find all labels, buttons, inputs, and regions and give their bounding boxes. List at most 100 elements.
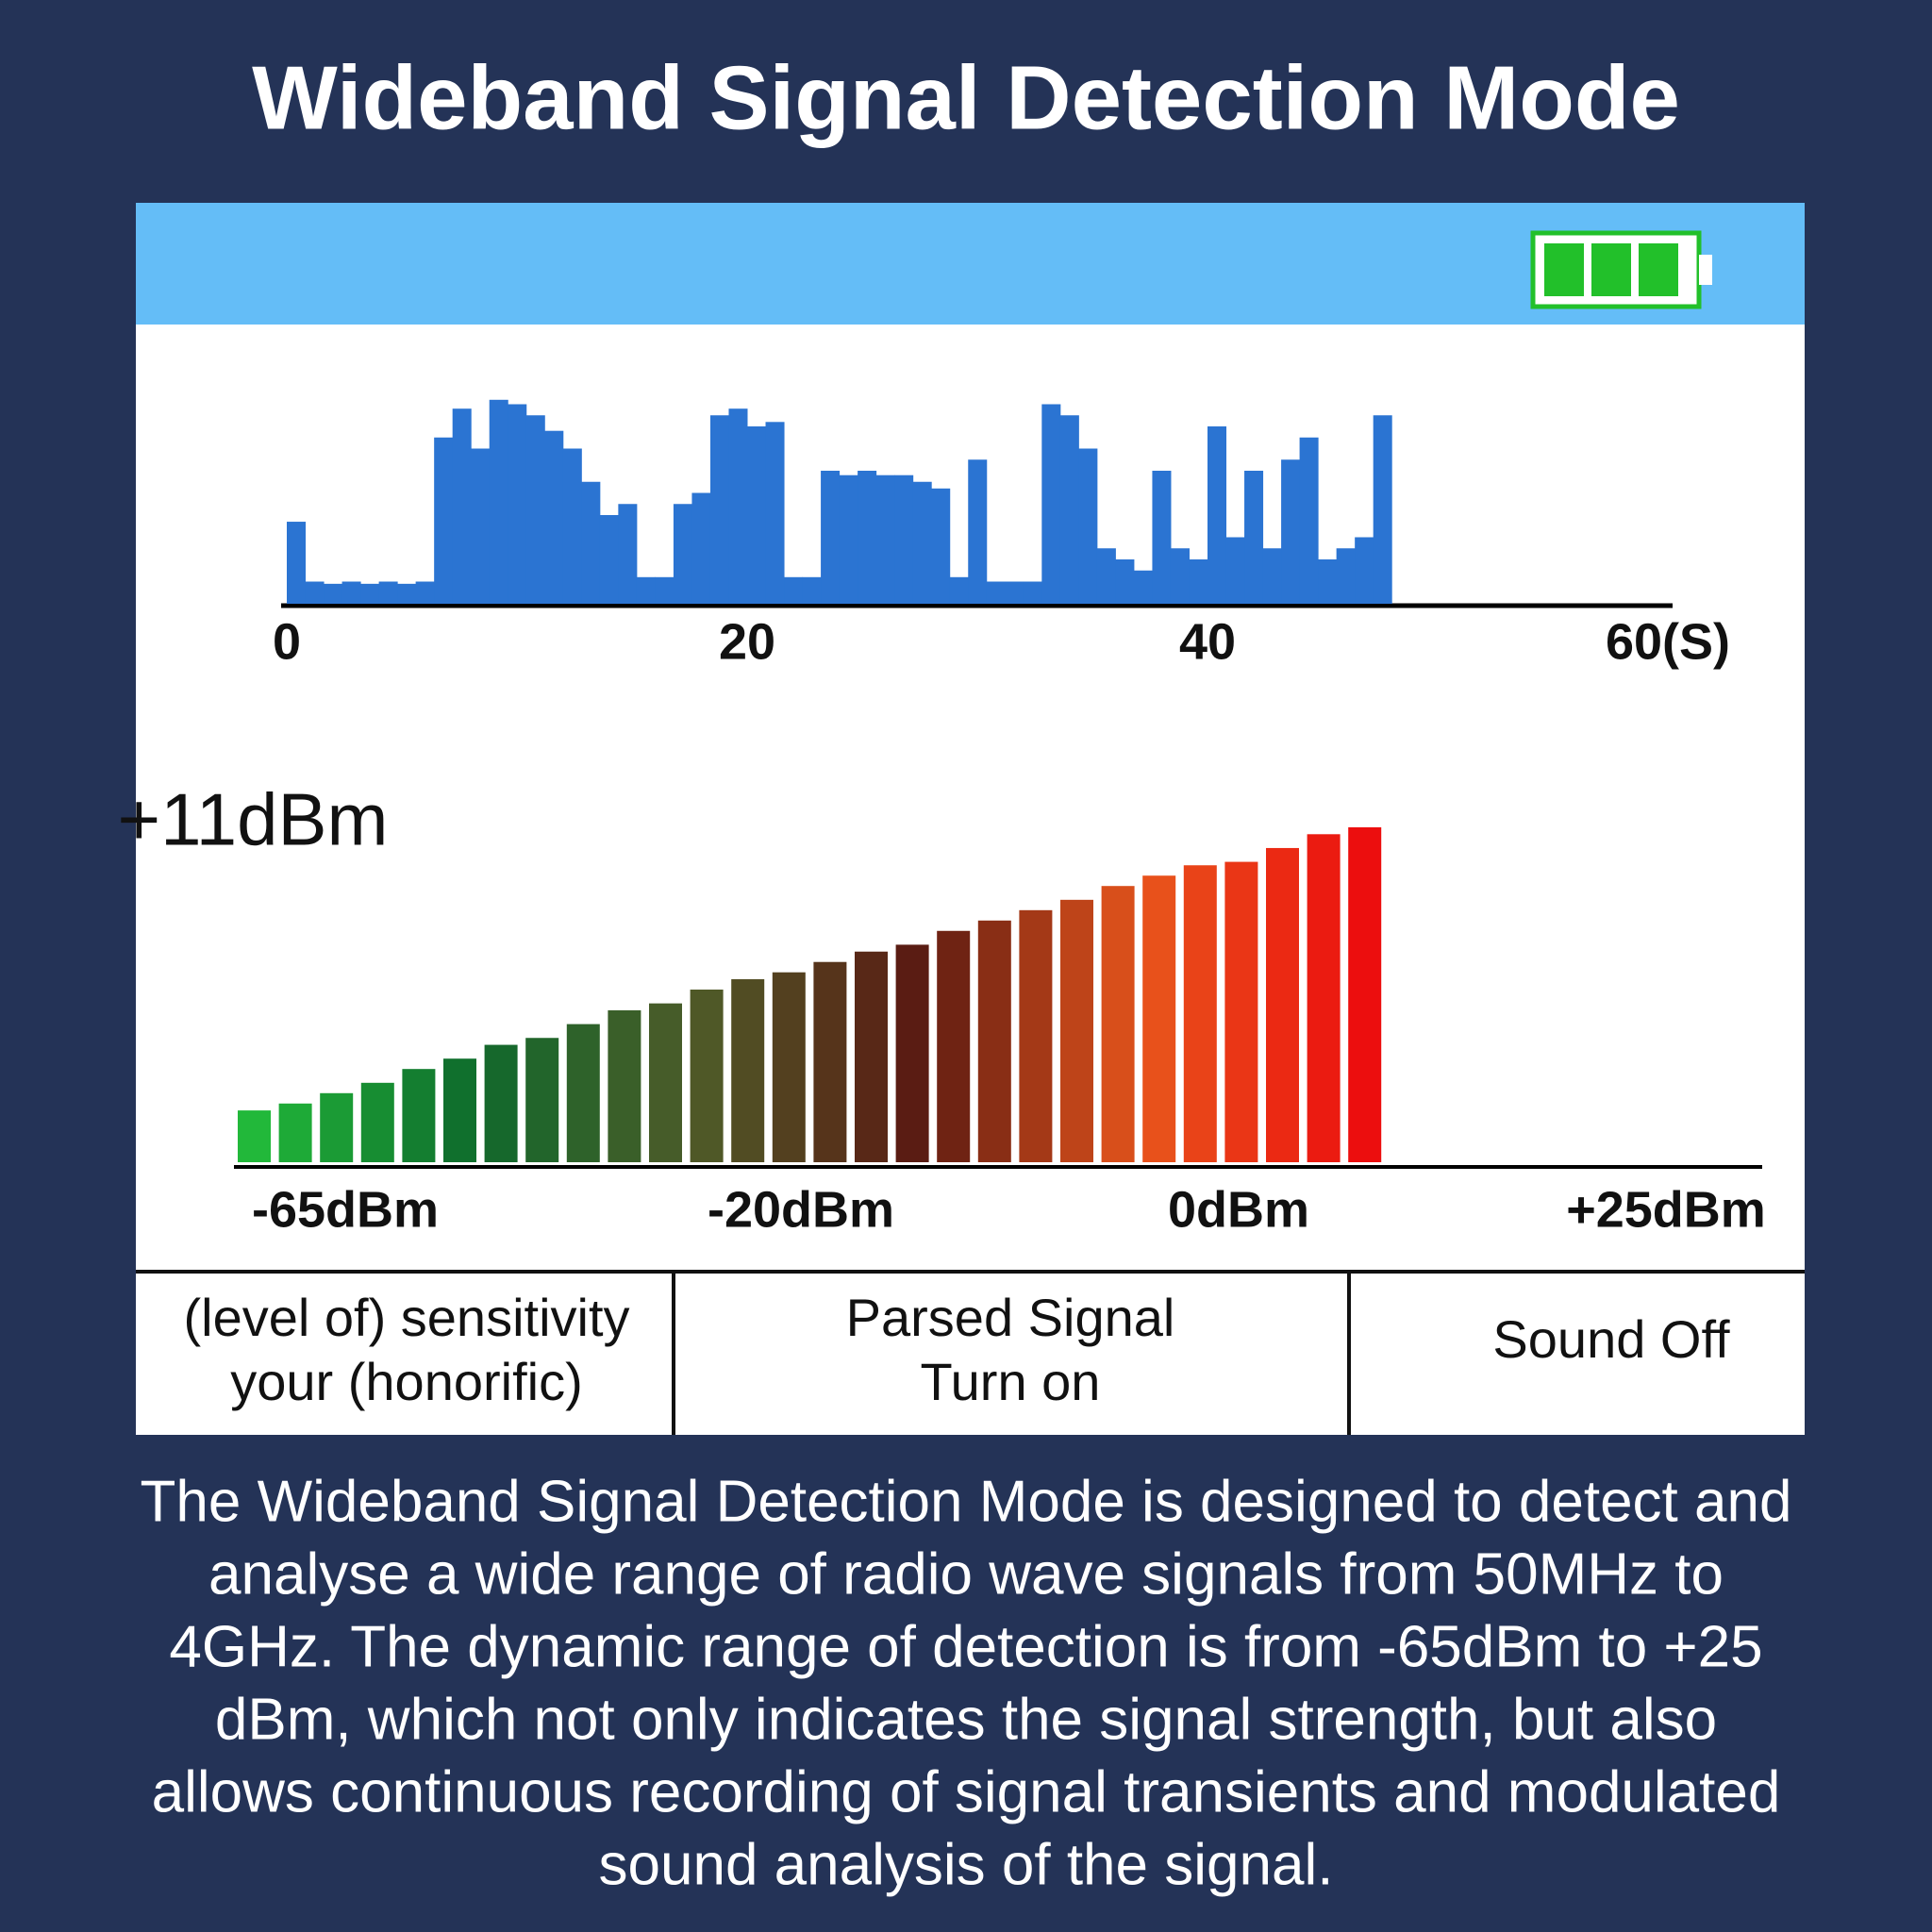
- meter-bar: [772, 972, 806, 1162]
- meter-bar: [1307, 834, 1341, 1162]
- meter-bar: [238, 1110, 271, 1162]
- button-row: [136, 1270, 1805, 1435]
- history-bar: [544, 430, 564, 604]
- history-bar: [765, 422, 785, 604]
- history-bar: [525, 415, 545, 604]
- history-bar: [1170, 548, 1190, 604]
- history-bar: [747, 426, 767, 604]
- history-bar: [471, 448, 491, 604]
- meter-bar: [690, 990, 724, 1162]
- history-bar: [1023, 581, 1042, 604]
- meter-bar: [360, 1082, 394, 1162]
- history-bar: [397, 583, 417, 604]
- meter-bar: [1142, 875, 1176, 1162]
- history-bar: [1005, 581, 1024, 604]
- history-bar: [1373, 415, 1392, 604]
- meter-tick-label: +25dBm: [1566, 1181, 1766, 1238]
- meter-bar: [402, 1069, 436, 1162]
- history-bar: [452, 408, 472, 604]
- history-bar: [709, 415, 729, 604]
- title: Wideband Signal Detection Mode: [252, 47, 1680, 148]
- button-label: (level of) sensitivity: [183, 1288, 629, 1347]
- history-bar: [1152, 471, 1172, 604]
- x-tick-label: 20: [719, 613, 775, 670]
- meter-bar: [443, 1058, 476, 1162]
- x-tick-label: 60(S): [1606, 613, 1730, 670]
- description-line: sound analysis of the signal.: [599, 1832, 1334, 1897]
- button-label: Turn on: [921, 1352, 1101, 1411]
- meter-bar: [320, 1092, 354, 1162]
- description-line: dBm, which not only indicates the signal…: [215, 1687, 1717, 1752]
- history-bar: [1281, 459, 1301, 604]
- history-bar: [1208, 426, 1227, 604]
- history-bar: [1133, 570, 1153, 604]
- x-tick-label: 0: [273, 613, 301, 670]
- history-bar: [968, 459, 988, 604]
- meter-bar: [525, 1038, 559, 1162]
- readout: +11dBm: [118, 778, 389, 861]
- meter-bar: [895, 944, 929, 1162]
- history-bar: [378, 581, 398, 604]
- history-bar: [802, 576, 822, 604]
- meter-bar: [977, 920, 1011, 1162]
- battery-nub: [1699, 255, 1712, 285]
- history-bar: [1189, 559, 1208, 604]
- history-bar: [1059, 415, 1079, 604]
- history-bar: [931, 488, 951, 604]
- screen: [136, 203, 1805, 1435]
- history-bar: [691, 492, 711, 604]
- battery-cell: [1639, 243, 1678, 296]
- history-bar: [728, 408, 748, 604]
- history-bar: [636, 576, 656, 604]
- history-bar: [655, 576, 675, 604]
- meter-tick-label: -65dBm: [252, 1181, 439, 1238]
- meter-bar: [813, 961, 847, 1162]
- description-line: allows continuous recording of signal tr…: [152, 1759, 1781, 1824]
- meter-bar: [1019, 909, 1053, 1162]
- history-bar: [508, 404, 527, 604]
- meter-bar: [1224, 861, 1258, 1162]
- meter-bar: [649, 1003, 682, 1162]
- history-bar: [784, 576, 804, 604]
- history-bar: [1318, 559, 1338, 604]
- history-bar: [1096, 548, 1116, 604]
- history-bar: [986, 581, 1006, 604]
- battery: [1530, 230, 1712, 309]
- meter-bar: [278, 1103, 312, 1162]
- history-bar: [599, 515, 619, 604]
- history-bar: [1299, 437, 1319, 604]
- history-bar: [489, 399, 508, 604]
- history-bar: [581, 481, 601, 604]
- history-bar: [894, 475, 914, 604]
- history-bar: [839, 475, 858, 604]
- meter-bar: [566, 1024, 600, 1162]
- history-bar: [618, 504, 638, 604]
- history-bar: [360, 583, 380, 604]
- history-bar: [434, 437, 454, 604]
- history-bar: [875, 475, 895, 604]
- meter-bar: [1060, 899, 1093, 1162]
- history-bar: [821, 471, 841, 604]
- history-bar: [562, 448, 582, 604]
- meter-bar: [1183, 865, 1217, 1162]
- description-line: 4GHz. The dynamic range of detection is …: [169, 1614, 1762, 1679]
- history-bar: [341, 581, 361, 604]
- button-label: Parsed Signal: [846, 1288, 1175, 1347]
- battery-cell: [1591, 243, 1631, 296]
- history-bar: [858, 471, 877, 604]
- history-bar: [1041, 404, 1061, 604]
- history-bar: [912, 481, 932, 604]
- meter-bar: [855, 951, 888, 1162]
- meter-bar: [731, 979, 765, 1162]
- description-line: analyse a wide range of radio wave signa…: [208, 1541, 1724, 1607]
- meter-bar: [608, 1009, 641, 1162]
- history-bar: [415, 581, 435, 604]
- status-bar: [136, 203, 1805, 325]
- history-bar: [1244, 471, 1264, 604]
- history-bar: [1262, 548, 1282, 604]
- history-bar: [1078, 448, 1098, 604]
- meter-bar: [1101, 886, 1135, 1162]
- history-bar: [1225, 537, 1245, 604]
- meter-tick-label: 0dBm: [1168, 1181, 1309, 1238]
- history-bar: [1336, 548, 1356, 604]
